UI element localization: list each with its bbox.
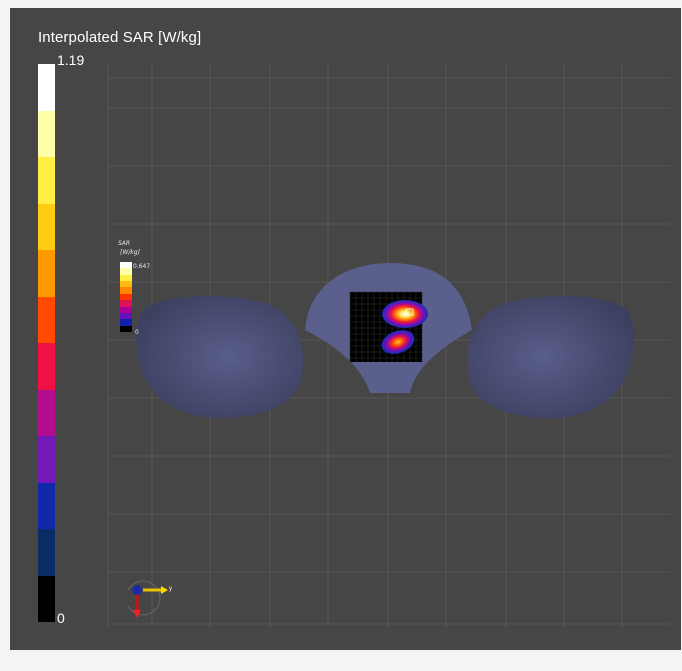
mini-color-scale-segment — [120, 306, 132, 313]
color-scale-segment — [38, 64, 55, 111]
left-tissue-lobe — [136, 296, 304, 419]
color-scale-segment — [38, 296, 55, 343]
axis-orientation-icon[interactable]: y — [128, 578, 178, 628]
color-scale-segment — [38, 110, 55, 157]
color-scale-segment — [38, 389, 55, 436]
mini-color-scale-segment — [120, 262, 132, 269]
color-scale-segment — [38, 157, 55, 204]
peak-marker — [405, 308, 414, 316]
mini-color-scale-segment — [120, 300, 132, 307]
grid-plane — [107, 63, 670, 628]
3d-viewport[interactable]: Interpolated SAR [W/kg] 1.19 0 SAR [W/kg… — [10, 8, 681, 650]
mini-color-scale-segment — [120, 312, 132, 320]
legend-title: Interpolated SAR [W/kg] — [38, 29, 202, 46]
mini-legend-min: 0 — [135, 329, 139, 336]
mini-legend-unit: [W/kg] — [120, 249, 140, 256]
color-scale-segment — [38, 529, 55, 576]
mini-color-scale-segment — [120, 287, 132, 294]
sar-hotspot-primary — [382, 300, 428, 328]
mini-color-scale-segment — [120, 274, 132, 282]
axis-y-label: y — [169, 586, 172, 592]
legend-min-value: 0 — [57, 610, 65, 626]
color-scale-segment — [38, 250, 55, 297]
color-scale-segment — [38, 436, 55, 483]
sar-hotspot-secondary — [381, 330, 415, 354]
color-scale-segment — [38, 343, 55, 390]
color-scale-bar — [38, 64, 55, 622]
legend-max-value: 1.19 — [57, 52, 85, 68]
sar-scene[interactable] — [10, 8, 681, 650]
color-scale-segment — [38, 575, 55, 622]
mini-color-scale-segment — [120, 281, 132, 288]
mini-legend-title: SAR — [118, 240, 131, 247]
mini-color-scale-bar — [120, 262, 132, 332]
color-scale-segment — [38, 203, 55, 250]
mini-color-scale-segment — [120, 319, 132, 326]
right-tissue-lobe — [466, 296, 634, 419]
mini-color-scale-segment — [120, 293, 132, 301]
mini-color-scale-segment — [120, 268, 132, 275]
color-scale-segment — [38, 482, 55, 529]
mini-color-scale-segment — [120, 325, 132, 332]
mini-legend-max: 0.647 — [133, 263, 151, 270]
